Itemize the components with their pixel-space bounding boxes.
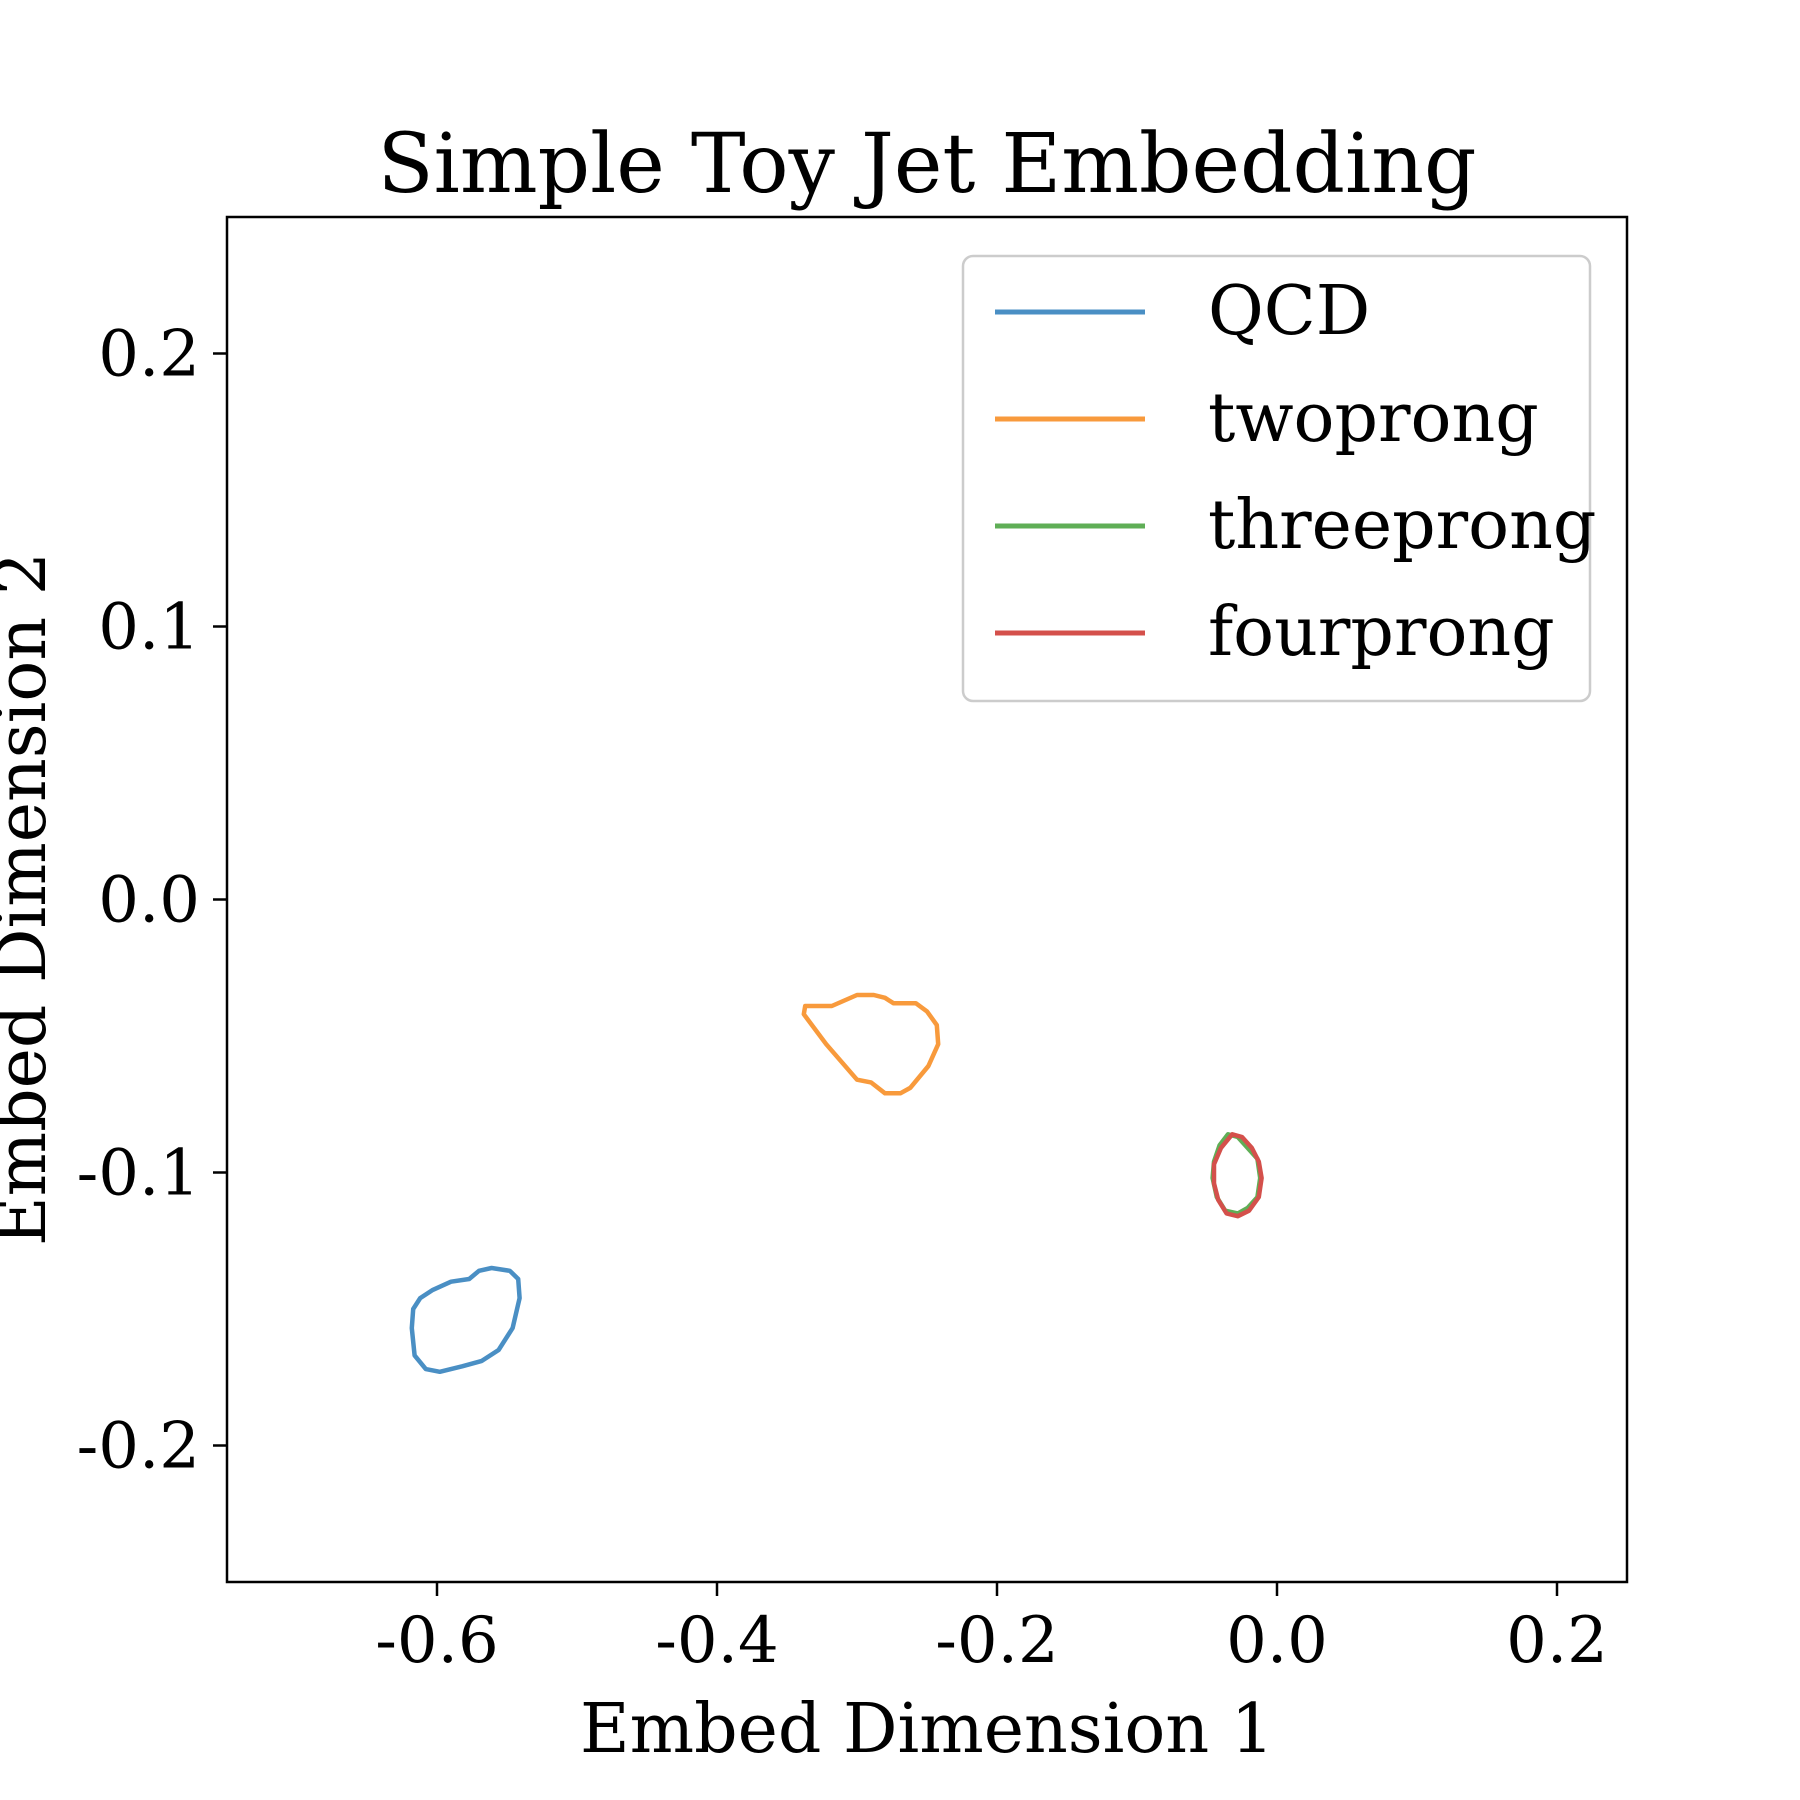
contour-QCD bbox=[409, 1265, 522, 1375]
y-axis-label: Embed Dimension 2 bbox=[0, 552, 62, 1246]
legend: QCD twoprong threeprong fourprong bbox=[961, 254, 1596, 703]
chart-title: Simple Toy Jet Embedding bbox=[377, 117, 1476, 212]
y-tick-label: 0.0 bbox=[98, 864, 200, 938]
y-tick-label: 0.2 bbox=[98, 318, 200, 392]
x-tick-label: -0.6 bbox=[375, 1604, 498, 1678]
x-axis-label: Embed Dimension 1 bbox=[580, 1690, 1274, 1769]
y-tick-label: -0.2 bbox=[77, 1410, 200, 1484]
y-tick-label: 0.1 bbox=[98, 591, 200, 665]
contour-fourprong bbox=[1211, 1132, 1264, 1219]
x-tick-label: -0.4 bbox=[655, 1604, 778, 1678]
x-axis-ticks: -0.6 -0.4 -0.2 0.0 0.2 bbox=[375, 1582, 1608, 1678]
y-axis-ticks: -0.2 -0.1 0.0 0.1 0.2 bbox=[77, 318, 227, 1484]
density-contours bbox=[409, 992, 1264, 1375]
x-tick-label: -0.2 bbox=[935, 1604, 1058, 1678]
y-tick-label: -0.1 bbox=[77, 1137, 200, 1211]
legend-label-QCD: QCD bbox=[1208, 272, 1370, 351]
x-tick-label: 0.2 bbox=[1506, 1604, 1608, 1678]
legend-box bbox=[961, 254, 1592, 703]
legend-label-twoprong: twoprong bbox=[1208, 379, 1539, 458]
contour-twoprong bbox=[801, 992, 941, 1096]
legend-label-threeprong: threeprong bbox=[1208, 486, 1596, 565]
legend-label-fourprong: fourprong bbox=[1208, 593, 1555, 672]
x-tick-label: 0.0 bbox=[1226, 1604, 1328, 1678]
